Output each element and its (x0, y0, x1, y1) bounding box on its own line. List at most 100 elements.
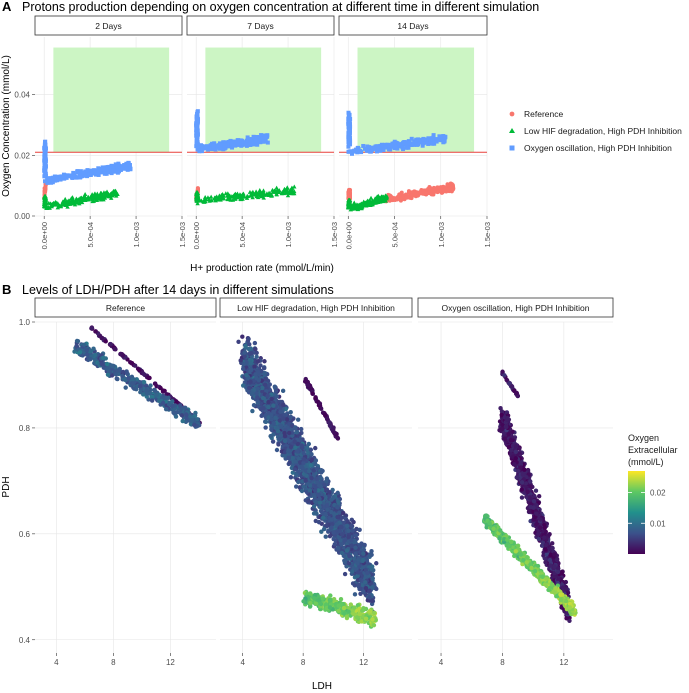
data-point (408, 193, 413, 198)
data-point (365, 148, 370, 153)
data-point (124, 166, 129, 171)
data-point (257, 187, 262, 192)
data-point (276, 442, 281, 447)
data-point (428, 186, 433, 191)
data-point (309, 457, 315, 463)
data-point (79, 197, 84, 202)
x-tick-label: 4 (54, 658, 59, 667)
data-point (59, 174, 64, 179)
facet-label: Low HIF degradation, High PDH Inhibition (237, 303, 395, 313)
data-point (108, 341, 113, 347)
data-point (259, 413, 264, 419)
data-point (369, 552, 374, 558)
data-point (195, 111, 200, 116)
data-point (61, 199, 67, 204)
data-point (353, 545, 358, 550)
data-point (230, 145, 235, 150)
data-point (98, 190, 103, 195)
data-point (219, 193, 224, 198)
data-point (209, 198, 214, 203)
data-point (79, 200, 85, 205)
data-point (261, 195, 266, 200)
data-point (332, 430, 337, 436)
data-point (271, 432, 276, 437)
data-point (279, 191, 284, 196)
data-point (323, 511, 328, 517)
data-point (429, 192, 434, 197)
data-point (113, 162, 118, 167)
data-point (236, 339, 241, 344)
x-tick-label: 0.0e+00 (344, 222, 353, 249)
data-point (351, 519, 356, 525)
data-point (222, 140, 227, 145)
data-point (251, 402, 257, 408)
data-point (263, 425, 268, 430)
data-point (335, 545, 341, 551)
data-point (347, 553, 352, 559)
panel-b-facet-2: Low HIF degradation, High PDH Inhibition… (219, 297, 413, 667)
data-point (195, 201, 200, 206)
data-point (265, 140, 270, 145)
data-point (127, 164, 132, 169)
data-point (43, 146, 48, 151)
y-tick-label: 0.00 (14, 212, 30, 221)
data-point (148, 383, 153, 388)
data-point (261, 139, 266, 144)
data-point (339, 550, 345, 556)
data-point (253, 138, 258, 143)
data-point (250, 140, 255, 145)
data-point (96, 166, 101, 171)
data-point (302, 379, 308, 384)
y-tick-label: 0.04 (14, 91, 30, 100)
data-point (254, 350, 259, 356)
data-point (231, 143, 236, 148)
data-point (202, 195, 208, 200)
data-point (313, 445, 318, 451)
data-point (346, 144, 351, 149)
data-point (308, 447, 314, 452)
data-point (282, 430, 287, 436)
data-point (357, 527, 362, 532)
data-point (300, 465, 305, 470)
data-point (301, 451, 307, 456)
data-point (100, 196, 106, 201)
data-point (387, 143, 392, 148)
data-point (55, 205, 61, 210)
data-point (350, 528, 355, 533)
data-point (292, 191, 297, 196)
data-point (83, 169, 88, 174)
data-point (101, 355, 106, 361)
data-point (45, 180, 50, 185)
data-point (75, 169, 80, 174)
data-point (306, 498, 311, 504)
data-point (422, 137, 427, 142)
data-point (346, 120, 351, 125)
data-point (342, 559, 348, 565)
data-point (42, 200, 47, 205)
data-point (344, 548, 350, 553)
data-point (149, 398, 155, 403)
data-point (211, 143, 216, 148)
data-point (61, 201, 66, 206)
data-point (284, 189, 290, 194)
data-point (195, 186, 200, 191)
data-point (238, 197, 244, 202)
data-point (160, 388, 166, 393)
data-point (361, 551, 366, 556)
data-point (83, 171, 88, 176)
data-point (347, 194, 352, 199)
data-point (353, 551, 358, 557)
data-point (329, 525, 334, 530)
x-tick-label: 1.5e-03 (483, 222, 492, 247)
x-tick-label: 5.0e-04 (86, 222, 95, 247)
data-point (435, 185, 440, 190)
data-point (363, 585, 369, 591)
data-point (242, 350, 247, 355)
data-point (346, 140, 351, 145)
data-point (346, 136, 351, 141)
legend-label: Reference (524, 109, 563, 119)
data-point (299, 443, 304, 448)
data-point (82, 194, 88, 199)
data-point (254, 141, 259, 146)
